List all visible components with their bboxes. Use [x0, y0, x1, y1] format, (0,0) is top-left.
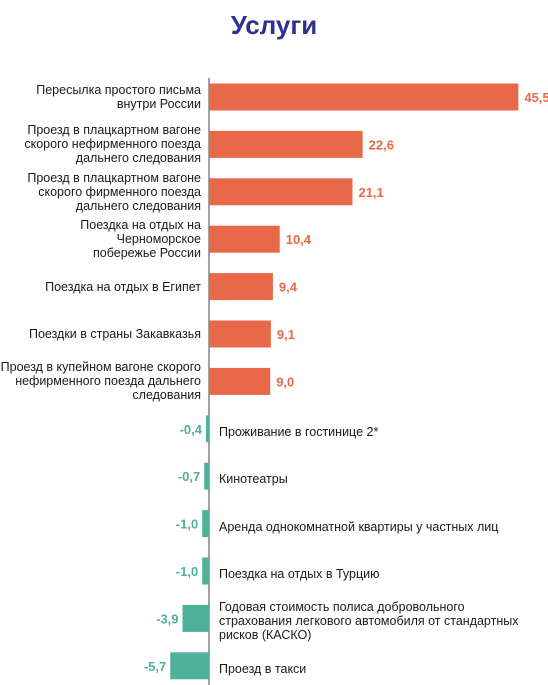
- data-label: 9,1: [277, 327, 295, 342]
- data-label: -5,7: [144, 659, 166, 674]
- bar: [209, 225, 280, 253]
- bar: [209, 130, 363, 158]
- category-label: Проезд в такси: [219, 661, 307, 676]
- category-label: Поездка на отдых в Египет: [45, 279, 201, 294]
- data-label: -3,9: [156, 611, 178, 626]
- data-label: -0,7: [178, 469, 200, 484]
- category-label: Проживание в гостинице 2*: [219, 424, 379, 439]
- bar: [182, 604, 209, 632]
- data-label: 45,5: [524, 90, 548, 105]
- data-label: 21,1: [358, 185, 383, 200]
- category-label: Кинотеатры: [219, 472, 288, 487]
- bar: [202, 557, 209, 585]
- category-label: Пересылка простого письма внутри России: [36, 83, 201, 111]
- bar: [206, 415, 209, 443]
- bar: [209, 367, 271, 395]
- data-label: 22,6: [369, 137, 394, 152]
- category-label: Поездка на отдых на Черноморское побережь…: [80, 218, 201, 261]
- data-label: 10,4: [286, 232, 312, 247]
- bar: [204, 462, 209, 490]
- bar: [209, 320, 271, 348]
- data-label: 9,4: [279, 280, 298, 295]
- category-label: Проезд в плацкартном вагоне скорого фирме…: [27, 170, 201, 213]
- bar: [209, 178, 353, 206]
- bar: [170, 652, 209, 680]
- category-label: Аренда однокомнатной квартиры у частных …: [219, 519, 499, 534]
- category-label: Поездки в страны Закавказья: [28, 327, 201, 341]
- chart-title: Услуги: [230, 10, 318, 40]
- category-label: Проезд в плацкартном вагоне скорого нефир…: [24, 123, 201, 166]
- category-label: Проезд в купейном вагоне скорого нефирмен…: [0, 360, 201, 403]
- bar: [209, 273, 273, 301]
- category-label: Годовая стоимость полиса добровольного ст…: [219, 600, 519, 643]
- data-label: -0,4: [180, 422, 203, 437]
- data-label: 9,0: [276, 374, 294, 389]
- bar: [209, 83, 519, 111]
- data-label: -1,0: [176, 517, 198, 532]
- bar: [202, 510, 209, 538]
- data-label: -1,0: [176, 564, 198, 579]
- category-label: Поездка на отдых в Турцию: [219, 567, 380, 581]
